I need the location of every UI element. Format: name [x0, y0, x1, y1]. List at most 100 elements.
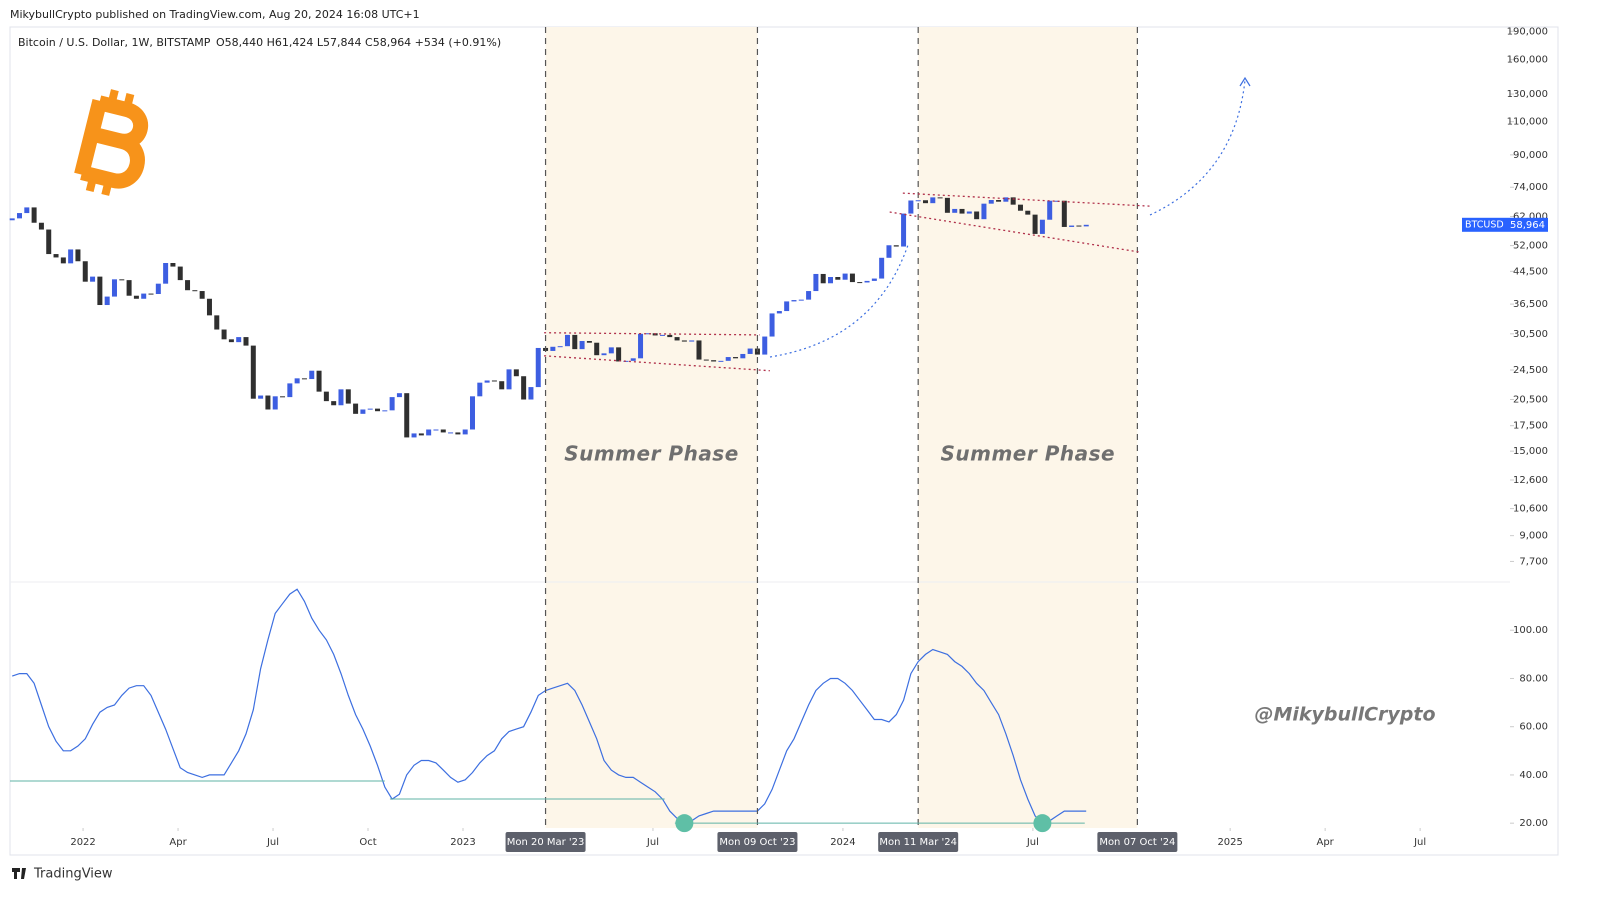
- y-tick-label: 52,000: [1513, 241, 1548, 252]
- candle-body: [930, 197, 936, 204]
- candle-body: [1003, 197, 1009, 202]
- candle-body: [879, 257, 885, 279]
- logo-letter: [74, 95, 149, 189]
- ohlc-text: O58,440 H61,424 L57,844 C58,964 +534 (+0…: [216, 36, 501, 49]
- candle-body: [1047, 200, 1053, 220]
- candle-body: [988, 200, 994, 204]
- candle-body: [294, 378, 300, 384]
- phase-label: Summer Phase: [564, 442, 739, 466]
- candle-body: [608, 347, 614, 354]
- candle-body: [477, 382, 483, 397]
- candle-body: [462, 429, 468, 435]
- candle-body: [521, 376, 527, 400]
- candle-body: [689, 340, 695, 342]
- candle-body: [711, 360, 717, 362]
- candle-body: [915, 200, 921, 202]
- candle-body: [1025, 210, 1031, 215]
- brand-icon: [12, 868, 26, 879]
- trendline: [889, 211, 1140, 253]
- plot: [9, 197, 1089, 824]
- y-tick-label: 12,600: [1513, 475, 1548, 486]
- last-price-badge: [1462, 217, 1548, 232]
- candle-body: [813, 273, 819, 292]
- candle-body: [864, 280, 870, 283]
- candle-body: [798, 299, 804, 301]
- candle-body: [206, 298, 212, 316]
- candle-body: [1076, 225, 1082, 227]
- candle-body: [16, 213, 22, 219]
- y-tick-label: 7,700: [1519, 556, 1548, 567]
- brand-name: TradingView: [33, 867, 113, 882]
- y-tick-label: 24,500: [1513, 365, 1548, 376]
- candle-body: [323, 391, 329, 402]
- y-tick-label: 90,000: [1513, 150, 1548, 161]
- candle-body: [981, 203, 987, 220]
- candle-body: [338, 389, 344, 406]
- candle-body: [448, 432, 454, 434]
- y-tick-label: 15,000: [1513, 446, 1548, 457]
- phase-band: [545, 27, 758, 828]
- candle-body: [944, 197, 950, 213]
- candle-body: [513, 369, 519, 377]
- candle-body: [280, 396, 286, 398]
- candle-body: [309, 370, 315, 380]
- candle-body: [24, 207, 30, 214]
- candle-body: [250, 345, 256, 399]
- projection-arrow: [769, 244, 909, 358]
- y-tick-label: 130,000: [1507, 89, 1548, 100]
- y-tick-label: 190,000: [1507, 26, 1548, 37]
- candle-body: [455, 432, 461, 435]
- candle-body: [645, 333, 651, 335]
- x-tick-label: Jul: [266, 837, 279, 848]
- candle-body: [243, 337, 249, 346]
- published-line: MikybullCrypto published on TradingView.…: [10, 8, 420, 21]
- x-tick-label: Jul: [646, 837, 659, 848]
- candle-body: [185, 280, 191, 291]
- candle-body: [141, 293, 147, 299]
- candle-body: [104, 296, 110, 306]
- x-tick-label: 2025: [1217, 837, 1242, 848]
- candle-body: [974, 211, 980, 220]
- date-badge: [1097, 832, 1178, 852]
- candle-body: [426, 429, 432, 436]
- candle-body: [1054, 200, 1060, 202]
- candle-body: [163, 263, 169, 284]
- y-tick-label: 20.00: [1519, 818, 1548, 829]
- y-tick-label: 36,500: [1513, 299, 1548, 310]
- y-tick-label: 100.00: [1513, 625, 1548, 636]
- candle-body: [75, 249, 81, 262]
- x-tick-label: 2023: [450, 837, 475, 848]
- candle-body: [236, 337, 242, 343]
- bitcoin-logo: [74, 89, 149, 196]
- candle-body: [148, 293, 154, 295]
- candle-body: [1061, 200, 1067, 227]
- candle-body: [952, 208, 958, 213]
- candle-body: [550, 346, 556, 351]
- candle-body: [9, 218, 15, 221]
- x-tick-label: Apr: [1316, 837, 1334, 848]
- candle-body: [301, 378, 307, 380]
- candle-body: [38, 222, 44, 230]
- candle-body: [484, 380, 490, 383]
- candle-body: [1083, 224, 1089, 227]
- candle-body: [564, 334, 570, 347]
- date-badge-label: Mon 11 Mar '24: [879, 837, 957, 848]
- candle-body: [1010, 197, 1016, 205]
- candle-body: [499, 381, 505, 390]
- date-badge: [505, 832, 586, 852]
- candle-body: [126, 280, 132, 296]
- arrow-head: [1239, 76, 1251, 87]
- candle-body: [331, 401, 337, 406]
- candle-body: [192, 290, 198, 292]
- phases: [545, 27, 1138, 828]
- projection-arrow: [1149, 79, 1246, 216]
- chart-frame: [9, 26, 1559, 856]
- phase-label: Summer Phase: [940, 442, 1115, 466]
- candle-body: [1039, 219, 1045, 234]
- candle-body: [491, 380, 497, 382]
- candle-body: [353, 403, 359, 414]
- candle-body: [667, 334, 673, 338]
- watermark: @MikybullCrypto: [1254, 704, 1435, 726]
- candle-body: [776, 311, 782, 314]
- candle-body: [557, 346, 563, 348]
